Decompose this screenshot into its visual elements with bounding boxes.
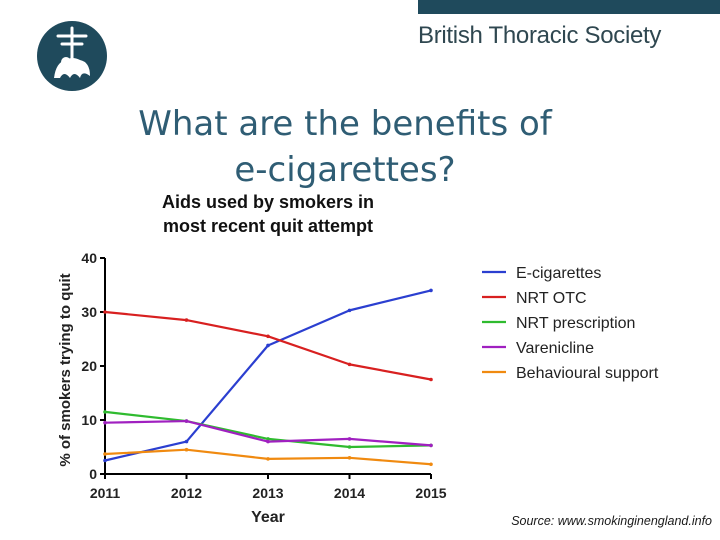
slide-title: What are the benefits of e-cigarettes? [130,101,560,193]
data-point-behavioural-support-2015 [429,462,433,467]
data-point-varenicline-2014 [347,437,352,441]
y-tick-label-10: 10 [81,412,97,428]
series-line-behavioural-support [104,448,432,466]
y-tick-label-30: 30 [81,304,97,320]
brand-name: British Thoracic Society [418,22,662,49]
data-point-e-cigarettes-2014 [347,308,352,313]
x-tick-label-2011: 2011 [90,485,121,501]
x-tick-label-2013: 2013 [252,485,283,501]
data-point-nrt-otc-2014 [347,362,352,367]
source-citation: Source: www.smokinginengland.info [511,514,712,528]
legend-label-varenicline: Varenicline [516,340,594,357]
y-tick-label-0: 0 [89,466,97,482]
data-point-e-cigarettes-2013 [266,343,270,348]
data-point-varenicline-2013 [266,439,270,444]
data-point-varenicline-2015 [429,443,433,448]
data-point-e-cigarettes-2011 [103,458,107,463]
data-point-behavioural-support-2012 [184,447,189,452]
data-point-nrt-prescription-2014 [347,445,352,449]
data-point-nrt-prescription-2013 [266,437,270,441]
data-point-behavioural-support-2014 [347,456,352,460]
chart-title-line-1: Aids used by smokers in [162,192,374,212]
data-point-nrt-otc-2015 [429,377,433,382]
data-point-e-cigarettes-2012 [184,439,189,444]
x-tick-label-2015: 2015 [415,485,446,501]
data-point-behavioural-support-2011 [103,452,107,456]
y-tick-label-20: 20 [81,358,97,374]
x-tick-label-2014: 2014 [334,485,365,501]
legend-label-nrt-prescription: NRT prescription [516,315,635,332]
slide-title-line-1: What are the benefits of [138,103,552,144]
chart-title-line-2: most recent quit attempt [163,216,373,236]
y-tick-label-40: 40 [81,250,97,266]
data-point-behavioural-support-2013 [266,457,270,461]
data-point-varenicline-2012 [184,419,189,423]
bts-crest-icon [37,21,107,91]
legend-label-nrt-otc: NRT OTC [516,290,587,307]
legend-label-behavioural-support: Behavioural support [516,365,659,382]
data-point-nrt-otc-2011 [103,310,107,314]
x-tick-label-2012: 2012 [171,485,202,501]
brand-bar [418,0,720,14]
data-point-varenicline-2011 [103,420,107,425]
slide-title-line-2: e-cigarettes? [234,149,456,190]
y-axis-label: % of smokers trying to quit [57,273,74,466]
data-point-nrt-prescription-2011 [103,410,107,414]
x-axis-label: Year [251,509,285,526]
data-point-nrt-otc-2012 [184,318,189,322]
data-point-e-cigarettes-2015 [429,288,433,293]
data-point-nrt-otc-2013 [266,334,270,339]
legend-label-e-cigarettes: E-cigarettes [516,265,601,282]
